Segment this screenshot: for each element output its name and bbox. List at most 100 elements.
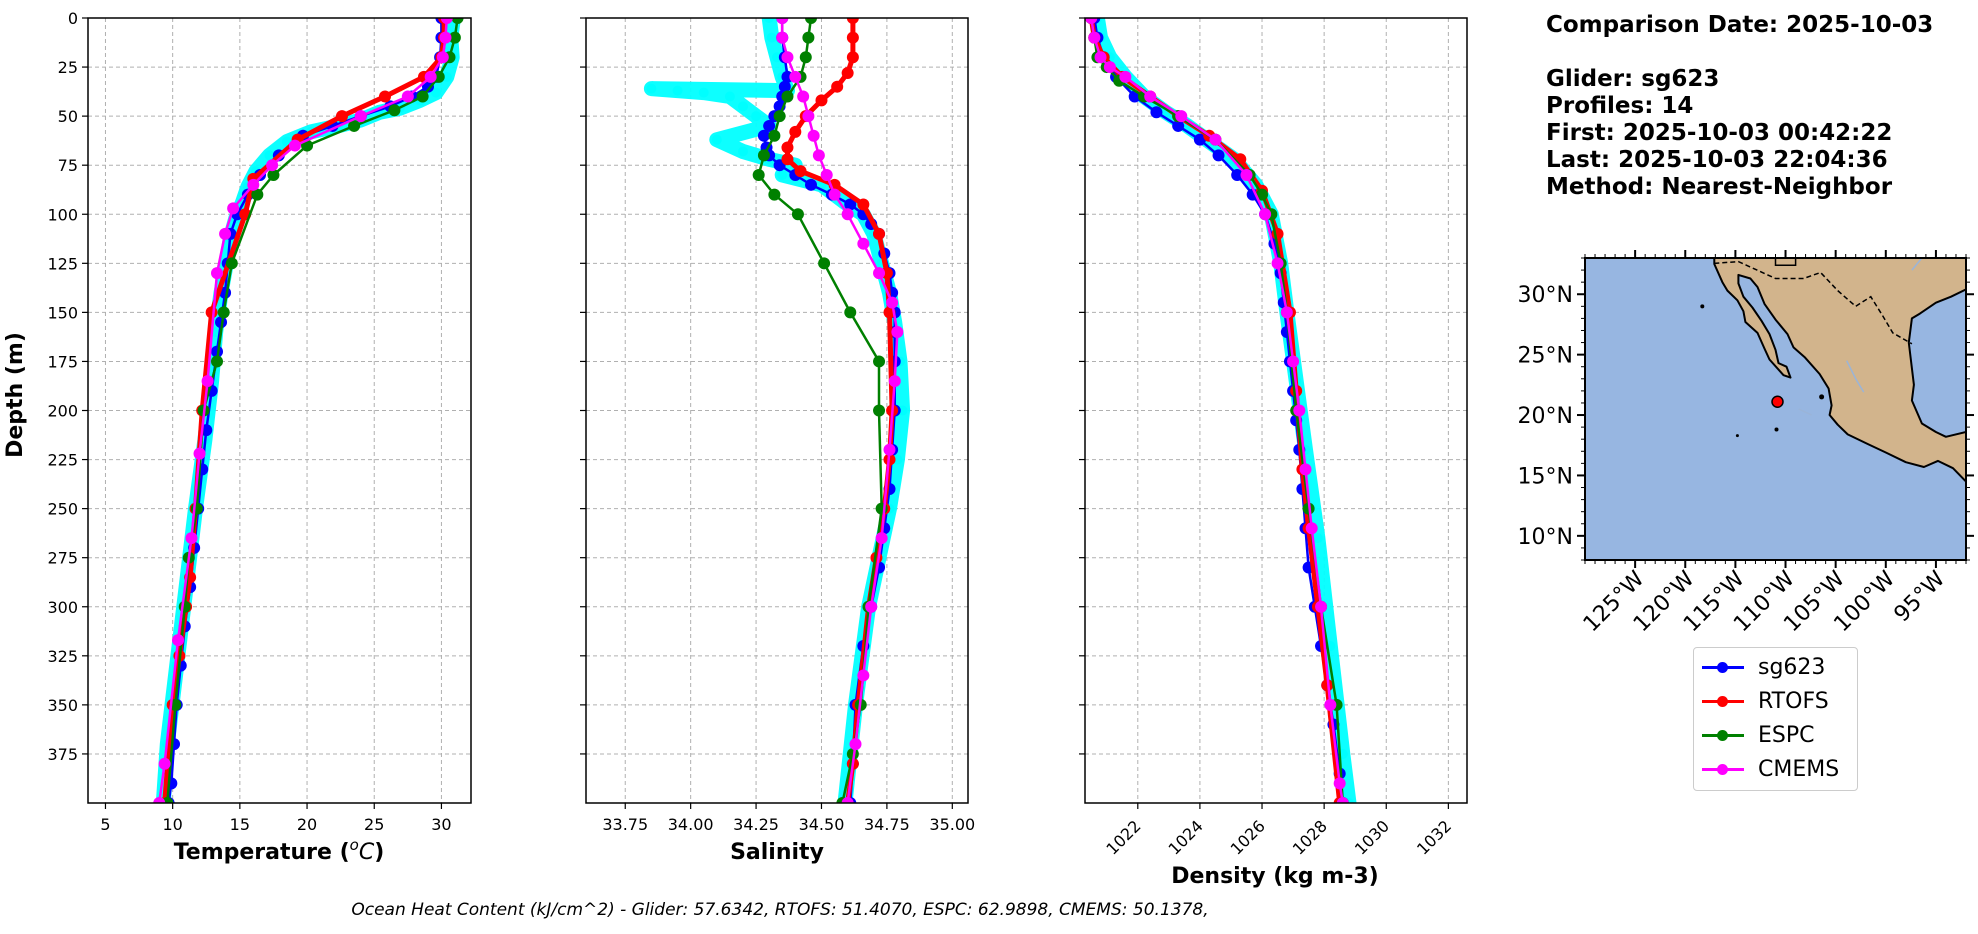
data-point xyxy=(794,165,807,178)
data-point xyxy=(1150,106,1163,119)
legend-label: CMEMS xyxy=(1758,756,1840,782)
data-point xyxy=(841,66,854,79)
river xyxy=(1846,360,1865,393)
data-point xyxy=(1324,698,1337,711)
y-tick-label: 0 xyxy=(68,9,78,28)
data-point xyxy=(873,227,886,240)
data-point xyxy=(1333,777,1346,790)
gulf-of-mexico xyxy=(1907,288,1966,438)
data-point xyxy=(846,18,859,24)
land-layer xyxy=(1700,258,1966,483)
legend-label: RTOFS xyxy=(1758,688,1829,714)
data-point xyxy=(828,188,841,201)
salinity-panel: 33.75 34.00 34.25 34.50 34.75 35.00 xyxy=(580,17,975,834)
data-point xyxy=(781,153,794,166)
data-point xyxy=(1172,119,1185,132)
data-point xyxy=(335,110,348,123)
x-tick-label: 1022 xyxy=(1102,816,1144,858)
data-point xyxy=(1209,133,1222,146)
data-point xyxy=(846,31,859,44)
temperature-grid xyxy=(88,17,471,803)
glider-name: Glider: sg623 xyxy=(1546,66,1720,92)
legend-item-sg623: sg623 xyxy=(1694,650,1825,684)
series-cmems xyxy=(1085,18,1349,803)
last-time: Last: 2025-10-03 22:04:36 xyxy=(1546,147,1888,173)
data-point xyxy=(891,326,904,338)
data-point xyxy=(873,355,886,368)
data-point xyxy=(193,447,206,460)
data-point xyxy=(201,375,214,388)
profile-point xyxy=(431,87,442,98)
data-point xyxy=(1085,18,1098,24)
series-line xyxy=(780,18,899,803)
data-point xyxy=(448,31,461,44)
comparison-info: Comparison Date: 2025-10-03 Glider: sg62… xyxy=(1546,12,1933,201)
y-tick-label: 100 xyxy=(47,205,78,224)
data-point xyxy=(153,797,166,803)
profile-point xyxy=(441,71,452,82)
xlabel-temperature-unit: C xyxy=(359,840,375,865)
data-point xyxy=(757,149,770,162)
profile-point xyxy=(711,134,722,145)
glider-location-marker xyxy=(1771,395,1784,409)
land-mainland xyxy=(1713,258,1966,483)
map-lat-label: 25°N xyxy=(1518,344,1573,369)
x-tick-label: 1030 xyxy=(1351,816,1393,858)
y-tick-label: 200 xyxy=(47,402,78,421)
xlabel-temperature-text: Temperature ( xyxy=(174,840,350,865)
data-point xyxy=(424,70,437,83)
data-point xyxy=(1144,90,1157,103)
data-point xyxy=(797,90,810,103)
data-point xyxy=(776,31,789,44)
data-point xyxy=(849,738,862,751)
data-point xyxy=(158,757,171,770)
data-point xyxy=(799,51,812,64)
data-point xyxy=(752,169,765,181)
x-tick-label: 1032 xyxy=(1413,816,1455,858)
data-point xyxy=(421,80,434,93)
x-tick-label: 34.50 xyxy=(799,815,845,834)
xlabel-temperature: Temperature (oC) xyxy=(174,836,385,865)
data-point xyxy=(1315,600,1328,613)
data-point xyxy=(219,227,232,240)
legend-item-cmems: CMEMS xyxy=(1694,752,1839,786)
y-tick-label: 250 xyxy=(47,500,78,519)
density-panel: 1022 1024 1026 1028 1030 1032 xyxy=(1079,17,1468,859)
profile-point xyxy=(1312,533,1323,544)
data-point xyxy=(857,198,870,211)
profile-point xyxy=(646,83,657,94)
data-point xyxy=(781,90,794,103)
data-point xyxy=(1119,70,1132,83)
data-point xyxy=(776,18,789,24)
temperature-panel: 0 25 50 75 100 125 150 175 200 225 250 275 300 325 350… xyxy=(47,9,472,834)
data-point xyxy=(451,18,464,24)
data-point xyxy=(288,139,301,152)
profile-point xyxy=(766,32,777,43)
data-point xyxy=(185,532,198,545)
x-tick-label: 35.00 xyxy=(929,815,975,834)
legend-swatch xyxy=(1702,718,1744,752)
data-point xyxy=(401,90,414,103)
profile-point xyxy=(764,18,775,23)
method: Method: Nearest-Neighbor xyxy=(1546,174,1893,200)
data-point xyxy=(354,110,367,123)
data-point xyxy=(778,80,791,93)
xlabel-temperature-sup: o xyxy=(350,836,359,854)
xlabel-temperature-close: ) xyxy=(374,840,384,865)
y-tick-label: 300 xyxy=(47,598,78,617)
data-point xyxy=(888,375,901,388)
data-point xyxy=(768,129,781,142)
data-point xyxy=(781,141,794,154)
data-point xyxy=(841,208,854,221)
data-point xyxy=(1256,188,1269,201)
river xyxy=(1911,258,1923,271)
data-point xyxy=(805,178,818,191)
data-point xyxy=(873,404,886,417)
data-point xyxy=(227,202,240,215)
data-point xyxy=(789,70,802,83)
series-cmems xyxy=(776,18,904,803)
data-point xyxy=(844,198,857,211)
x-tick-label: 1028 xyxy=(1289,816,1331,858)
legend-item-rtofs: RTOFS xyxy=(1694,684,1829,718)
data-point xyxy=(439,31,452,44)
